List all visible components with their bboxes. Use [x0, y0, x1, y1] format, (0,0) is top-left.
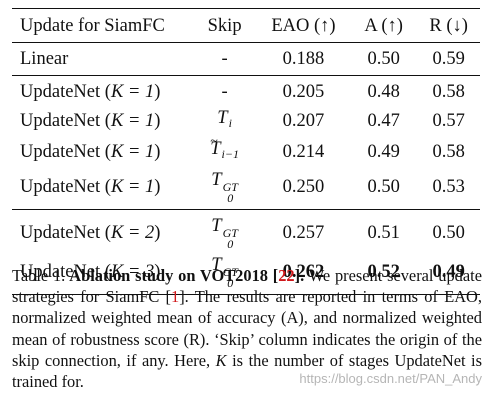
row-robustness: 0.59	[417, 42, 480, 76]
stage-count: K = 1	[110, 176, 155, 197]
tilde-accent: ~	[210, 134, 218, 149]
stage-count: K = 3	[110, 261, 155, 282]
header-robustness: R (↓)	[417, 8, 480, 43]
caption-text: We present several update strategies for…	[12, 266, 482, 307]
row-method: Linear	[12, 42, 193, 76]
row-eao: 0.214	[282, 141, 325, 162]
row-accuracy: 0.51	[350, 209, 418, 252]
row-skip: ~ Ti−1	[192, 134, 257, 167]
method-name: UpdateNet	[20, 82, 101, 102]
table-row: UpdateNet (K = 1) - 0.205 0.48 0.58	[12, 75, 480, 105]
row-skip: -	[192, 42, 257, 76]
row-skip: -	[192, 75, 257, 105]
row-method: UpdateNet (K = 1)	[12, 75, 193, 105]
caption-label: Table 1.	[12, 266, 66, 285]
header-eao: EAO (↑)	[256, 8, 351, 43]
row-eao: 0.205	[256, 75, 351, 105]
stage-count: K = 1	[110, 110, 155, 131]
header-accuracy: A (↑)	[350, 8, 418, 43]
ablation-table-container: Update for SiamFC Skip EAO (↑) A (↑) R (…	[12, 8, 480, 295]
citation-link[interactable]: 1	[170, 287, 180, 307]
method-name: UpdateNet	[20, 222, 101, 243]
row-method: UpdateNet (K = 1)	[20, 141, 161, 162]
header-skip: Skip	[192, 8, 257, 43]
stage-count: K = 1	[110, 82, 155, 102]
method-name: UpdateNet	[20, 261, 101, 282]
citation-link[interactable]: 22	[278, 266, 295, 285]
row-accuracy: 0.50	[367, 176, 400, 197]
row-method: UpdateNet (K = 2)	[12, 209, 193, 252]
table-row: UpdateNet (K = 2) T GT 0 0.257 0.51 0.50	[12, 209, 480, 252]
skip-symbol: ~ Ti−1	[210, 134, 239, 165]
row-skip: T GT 0	[192, 209, 257, 252]
row-accuracy: 0.50	[350, 42, 418, 76]
row-skip: T GT 0	[192, 167, 257, 210]
skip-symbol: Ti	[217, 108, 232, 130]
row-eao: 0.257	[256, 209, 351, 252]
skip-symbol: T GT 0	[211, 170, 238, 205]
row-robustness: 0.57	[432, 110, 465, 131]
skip-symbol: T GT 0	[211, 255, 238, 290]
row-robustness: 0.53	[432, 176, 465, 197]
caption-variable: K	[215, 350, 227, 370]
table-row: Linear - 0.188 0.50 0.59	[12, 42, 480, 76]
header-method: Update for SiamFC	[12, 8, 193, 43]
row-eao: 0.207	[282, 110, 325, 131]
method-name: UpdateNet	[20, 141, 101, 162]
row-robustness-best: 0.49	[417, 252, 480, 295]
row-accuracy: 0.49	[367, 141, 400, 162]
row-robustness: 0.50	[417, 209, 480, 252]
stage-count: K = 2	[110, 222, 155, 243]
watermark: https://blog.csdn.net/PAN_Andy	[299, 371, 482, 386]
table-caption: Table 1. Ablation study on VOT2018 [22]. …	[12, 265, 482, 392]
caption-text: ]. The results are reported in terms of …	[12, 287, 482, 370]
row-method: UpdateNet (K = 3)	[12, 252, 193, 295]
ablation-table: Update for SiamFC Skip EAO (↑) A (↑) R (…	[12, 8, 480, 295]
row-eao: 0.188	[256, 42, 351, 76]
row-robustness: 0.58	[417, 75, 480, 105]
row-accuracy-best: 0.52	[350, 252, 418, 295]
row-accuracy: 0.48	[350, 75, 418, 105]
row-method: UpdateNet (K = 1)	[20, 110, 161, 131]
skip-symbol: T GT 0	[211, 216, 238, 251]
caption-title: Ablation study on VOT2018 [22].	[69, 266, 305, 285]
row-accuracy: 0.47	[367, 110, 400, 131]
row-eao-best: 0.262	[256, 252, 351, 295]
row-skip: Ti	[192, 105, 257, 136]
stage-count: K = 1	[110, 141, 155, 162]
table-row: UpdateNet (K = 1) ~ Ti−1 0.214 0.49 0.58	[12, 134, 480, 167]
row-method: UpdateNet (K = 1)	[20, 176, 161, 197]
row-eao: 0.250	[282, 176, 325, 197]
table-row: UpdateNet (K = 3) T GT 0 0.262 0.52 0.49	[12, 252, 480, 295]
caption-text: is the number of stages UpdateNet is tra…	[12, 350, 482, 392]
method-name: UpdateNet	[20, 176, 101, 197]
row-skip: T GT 0	[192, 252, 257, 295]
row-robustness: 0.58	[432, 141, 465, 162]
method-name: UpdateNet	[20, 110, 101, 131]
table-row: UpdateNet (K = 1) Ti 0.207 0.47 0.57	[12, 105, 480, 136]
table-row: UpdateNet (K = 1) T GT 0 0.250 0.50 0.53	[12, 167, 480, 210]
table-header-row: Update for SiamFC Skip EAO (↑) A (↑) R (…	[12, 8, 480, 43]
